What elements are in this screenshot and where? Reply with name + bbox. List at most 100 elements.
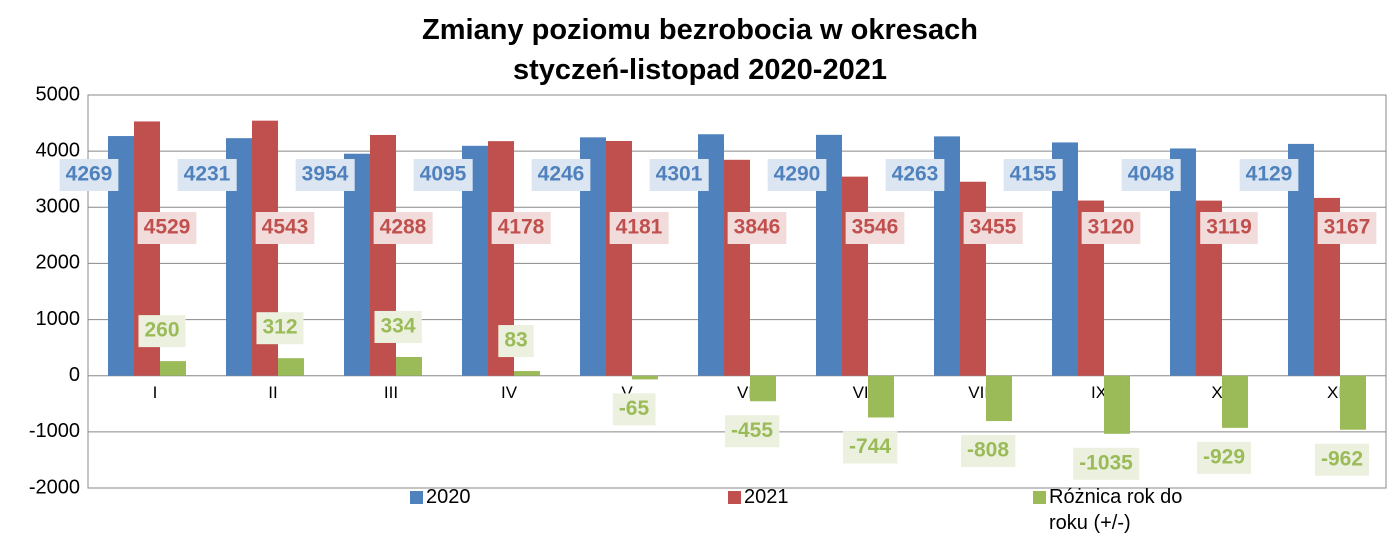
data-label-bg [727, 212, 787, 244]
data-label-bg [960, 435, 1016, 468]
data-label-bg [845, 212, 905, 244]
data-label: -962 [1321, 447, 1363, 470]
y-tick-label: 2000 [36, 252, 81, 274]
y-tick-label: 4000 [36, 139, 81, 161]
data-label: 3455 [970, 216, 1017, 239]
data-label-bg [177, 159, 237, 191]
data-label-bg [1121, 159, 1181, 191]
data-label-bg [1003, 159, 1063, 191]
bar [868, 375, 894, 418]
data-label-bg [842, 431, 898, 464]
data-label: 3120 [1088, 216, 1135, 239]
data-label: 4269 [66, 163, 113, 186]
y-tick-label: 1000 [36, 308, 81, 330]
data-label-bg [256, 312, 304, 345]
legend-swatch [728, 491, 741, 504]
data-label: 3846 [734, 216, 781, 239]
legend-label: 2020 [426, 486, 471, 508]
y-tick-label: -1000 [29, 420, 80, 442]
data-label-bg [59, 159, 119, 191]
data-label-bg [1196, 441, 1252, 474]
data-label-bg [1239, 159, 1299, 191]
data-label: 4048 [1128, 163, 1175, 186]
data-label: 3546 [852, 216, 899, 239]
data-label-bg [767, 159, 827, 191]
y-tick-label: 3000 [36, 196, 81, 218]
data-label-bg [612, 393, 656, 426]
x-tick-label: IV [501, 383, 518, 402]
data-label: 4543 [262, 216, 309, 239]
data-label-bg [531, 159, 591, 191]
legend-label: 2021 [744, 486, 789, 508]
data-label-bg [137, 212, 197, 244]
data-label: 4529 [144, 216, 191, 239]
x-tick-label: II [268, 383, 277, 402]
data-label-bg [1073, 447, 1140, 480]
data-label: 4155 [1010, 163, 1057, 186]
data-label-bg [374, 310, 422, 343]
y-tick-label: 5000 [36, 83, 81, 105]
bar [514, 371, 540, 376]
data-label-bg [1314, 443, 1370, 476]
legend-swatch [1033, 491, 1046, 504]
data-label-bg [724, 415, 780, 448]
data-label: 4129 [1246, 163, 1293, 186]
bar [632, 375, 658, 380]
data-label: 4178 [498, 216, 545, 239]
data-label: 312 [262, 316, 297, 339]
data-label: 4246 [538, 163, 585, 186]
data-label: 4181 [616, 216, 663, 239]
data-label-bg [491, 212, 551, 244]
data-label: -744 [849, 435, 891, 458]
bar [960, 181, 986, 376]
x-tick-label: IX [1091, 383, 1107, 402]
data-label-bg [1200, 212, 1258, 244]
data-label: -808 [967, 439, 1009, 462]
plot-border [87, 94, 1387, 489]
y-tick-label: -2000 [29, 476, 80, 498]
data-label: 334 [380, 315, 415, 338]
data-label: -929 [1203, 445, 1245, 468]
bar [160, 361, 186, 376]
data-label-bg [413, 159, 473, 191]
bar [606, 140, 632, 376]
y-tick-label: 0 [69, 364, 80, 386]
x-tick-label: III [384, 383, 398, 402]
data-label: 3167 [1324, 216, 1371, 239]
chart-title: Zmiany poziomu bezrobocia w okresach sty… [422, 14, 978, 86]
data-label: 4301 [656, 163, 703, 186]
data-label-bg [885, 159, 945, 191]
x-tick-label: XI [1327, 383, 1343, 402]
data-label: 4288 [380, 216, 427, 239]
bar [1222, 375, 1248, 428]
data-label-bg [609, 212, 669, 244]
data-label-bg [138, 315, 186, 348]
data-label-bg [295, 159, 355, 191]
data-label: 4095 [420, 163, 467, 186]
data-label-bg [373, 212, 433, 244]
data-label-bg [498, 325, 534, 358]
bar [842, 176, 868, 376]
data-label: 4290 [774, 163, 821, 186]
data-label: 83 [504, 329, 527, 352]
bar [1340, 375, 1366, 430]
data-label-bg [963, 212, 1023, 244]
x-tick-label: I [153, 383, 158, 402]
data-label: 3119 [1206, 216, 1252, 239]
data-label: -455 [731, 419, 773, 442]
data-label: 3954 [302, 163, 349, 186]
bar [750, 375, 776, 402]
bar [278, 358, 304, 376]
data-label-bg [649, 159, 709, 191]
data-label-bg [255, 212, 315, 244]
x-tick-label: VI [737, 383, 753, 402]
bar [724, 159, 750, 376]
x-tick-label: X [1211, 383, 1222, 402]
data-label-bg [1317, 212, 1377, 244]
data-label: 4231 [184, 163, 231, 186]
legend-swatch [410, 491, 423, 504]
data-label: -1035 [1079, 451, 1133, 474]
legend-label: Różnica rok do roku (+/-) [1049, 486, 1183, 534]
